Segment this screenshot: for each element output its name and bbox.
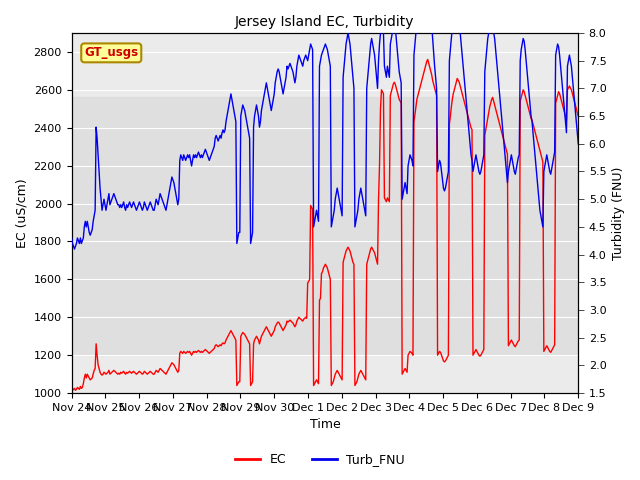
Title: Jersey Island EC, Turbidity: Jersey Island EC, Turbidity [235, 15, 415, 29]
Legend: EC, Turb_FNU: EC, Turb_FNU [230, 448, 410, 471]
Bar [72, 97, 579, 355]
X-axis label: Time: Time [310, 419, 340, 432]
Text: GT_usgs: GT_usgs [84, 47, 138, 60]
Y-axis label: Turbidity (FNU): Turbidity (FNU) [612, 167, 625, 260]
Y-axis label: EC (uS/cm): EC (uS/cm) [15, 178, 28, 248]
